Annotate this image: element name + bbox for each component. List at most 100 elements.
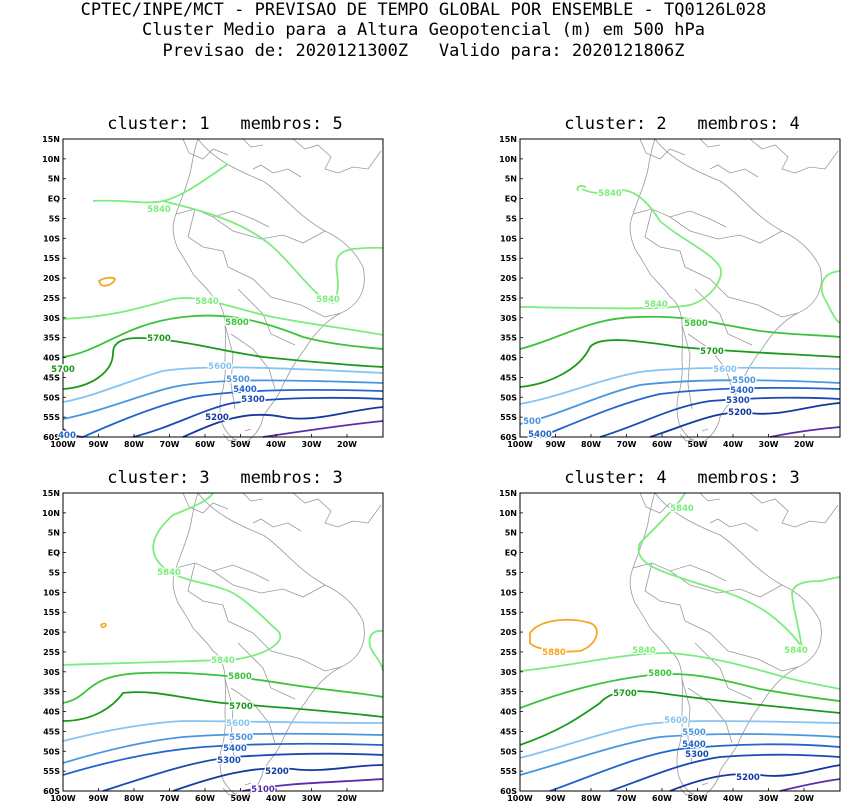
lon-tick-label: 30W bbox=[759, 794, 779, 803]
contour-label-5700: 5700 bbox=[51, 365, 75, 375]
lon-tick-label: 80W bbox=[581, 440, 601, 449]
contour-5200 bbox=[172, 764, 384, 792]
contour-label-5200: 5200 bbox=[728, 408, 752, 418]
lat-tick-label: 30S bbox=[500, 314, 517, 323]
lon-tick-label: 70W bbox=[617, 440, 637, 449]
contour-label-5500: 5500 bbox=[226, 375, 250, 385]
lat-tick-label: 5N bbox=[505, 175, 517, 184]
panel-1-map bbox=[62, 138, 384, 446]
contour-5300 bbox=[132, 396, 384, 438]
contour-label-5500: 5500 bbox=[682, 728, 706, 738]
lat-tick-label: 55S bbox=[500, 767, 517, 776]
contour-label-5400: 5400 bbox=[528, 430, 552, 440]
contour-label-5840: 5840 bbox=[632, 646, 656, 656]
contour-label-5840: 5840 bbox=[644, 300, 668, 310]
lat-tick-label: EQ bbox=[48, 195, 60, 204]
lon-tick-label: 20W bbox=[337, 794, 357, 803]
lon-tick-label: 20W bbox=[794, 794, 814, 803]
contour-5300 bbox=[102, 752, 384, 792]
contour-5840 bbox=[519, 188, 722, 310]
chart-title: CPTEC/INPE/MCT - PREVISAO DE TEMPO GLOBA… bbox=[80, 0, 767, 20]
contour-label-5300: 5300 bbox=[217, 756, 241, 766]
panel-3-title: cluster: 3 membros: 3 bbox=[107, 468, 343, 488]
lat-tick-label: 55S bbox=[43, 413, 60, 422]
lon-tick-label: 50W bbox=[231, 794, 251, 803]
lon-tick-label: 30W bbox=[759, 440, 779, 449]
contour-label-500: 500 bbox=[523, 417, 541, 427]
contour-5840 bbox=[519, 652, 841, 690]
contour-5400 bbox=[539, 386, 841, 438]
lat-tick-label: 5S bbox=[49, 568, 61, 577]
lat-tick-label: 40S bbox=[43, 708, 60, 717]
contour-5500 bbox=[519, 733, 841, 776]
contour-label-5300: 5300 bbox=[685, 750, 709, 760]
lat-tick-label: 20S bbox=[43, 628, 60, 637]
contour-5100 bbox=[242, 778, 384, 792]
contour-5200 bbox=[669, 764, 841, 792]
lat-tick-label: 25S bbox=[500, 648, 517, 657]
lon-tick-label: 100W bbox=[50, 440, 76, 449]
contour-label-5600: 5600 bbox=[664, 716, 688, 726]
contour-label-5700: 5700 bbox=[700, 347, 724, 357]
lon-tick-label: 20W bbox=[337, 440, 357, 449]
lat-tick-label: 25S bbox=[43, 648, 60, 657]
contour-label-5100: 5100 bbox=[251, 785, 275, 795]
lon-tick-label: 90W bbox=[546, 440, 566, 449]
lat-tick-label: 60S bbox=[500, 787, 517, 796]
lat-tick-label: 35S bbox=[500, 688, 517, 697]
lon-tick-label: 30W bbox=[302, 794, 322, 803]
lon-tick-label: 50W bbox=[688, 794, 708, 803]
lat-tick-label: 45S bbox=[43, 727, 60, 736]
contour-label-5880: 5880 bbox=[542, 648, 566, 658]
lat-tick-label: 15N bbox=[42, 135, 60, 144]
contour-label-5200: 5200 bbox=[265, 767, 289, 777]
contour-5400 bbox=[549, 743, 841, 792]
lat-tick-label: 10S bbox=[500, 234, 517, 243]
contour-label-5700: 5700 bbox=[613, 689, 637, 699]
contour-5100 bbox=[769, 426, 841, 438]
lon-tick-label: 40W bbox=[723, 794, 743, 803]
lon-tick-label: 70W bbox=[617, 794, 637, 803]
lat-tick-label: 25S bbox=[43, 294, 60, 303]
contour-label-5300: 5300 bbox=[241, 395, 265, 405]
lon-tick-label: 100W bbox=[50, 794, 76, 803]
lon-tick-label: 40W bbox=[266, 794, 286, 803]
panel-4-title: cluster: 4 membros: 3 bbox=[564, 468, 800, 488]
lat-tick-label: 50S bbox=[43, 747, 60, 756]
contour-label-5840: 5840 bbox=[598, 189, 622, 199]
contour-5400 bbox=[82, 388, 384, 438]
contour-5300 bbox=[609, 753, 841, 792]
lat-tick-label: 5S bbox=[506, 214, 518, 223]
lat-tick-label: 40S bbox=[43, 354, 60, 363]
contour-label-5800: 5800 bbox=[648, 669, 672, 679]
lon-tick-label: 80W bbox=[581, 794, 601, 803]
lat-tick-label: 15S bbox=[500, 608, 517, 617]
lat-tick-label: 60S bbox=[43, 433, 60, 442]
contour-5880 bbox=[97, 276, 117, 287]
lat-tick-label: 30S bbox=[43, 314, 60, 323]
contour-label-5840: 5840 bbox=[784, 646, 808, 656]
lat-tick-label: 5N bbox=[48, 175, 60, 184]
lat-tick-label: 10N bbox=[499, 509, 517, 518]
contour-5700 bbox=[519, 339, 841, 388]
contour-label-5840: 5840 bbox=[211, 656, 235, 666]
lon-tick-label: 60W bbox=[195, 440, 215, 449]
lat-tick-label: 60S bbox=[43, 787, 60, 796]
lon-tick-label: 90W bbox=[89, 794, 109, 803]
lon-tick-label: 90W bbox=[546, 794, 566, 803]
contour-5840 bbox=[820, 270, 841, 324]
contour-5600 bbox=[519, 720, 841, 759]
contour-label-5700: 5700 bbox=[147, 334, 171, 344]
lon-tick-label: 80W bbox=[124, 794, 144, 803]
contour-label-5840: 5840 bbox=[157, 568, 181, 578]
lon-tick-label: 70W bbox=[160, 794, 180, 803]
lon-tick-label: 30W bbox=[302, 440, 322, 449]
contour-5880 bbox=[100, 622, 107, 629]
contour-5840 bbox=[172, 492, 214, 516]
panel-2-map bbox=[519, 138, 841, 446]
contour-label-5800: 5800 bbox=[684, 319, 708, 329]
lat-tick-label: 10S bbox=[43, 588, 60, 597]
lon-tick-label: 90W bbox=[89, 440, 109, 449]
lat-tick-label: 30S bbox=[500, 668, 517, 677]
contour-5700 bbox=[519, 690, 841, 746]
